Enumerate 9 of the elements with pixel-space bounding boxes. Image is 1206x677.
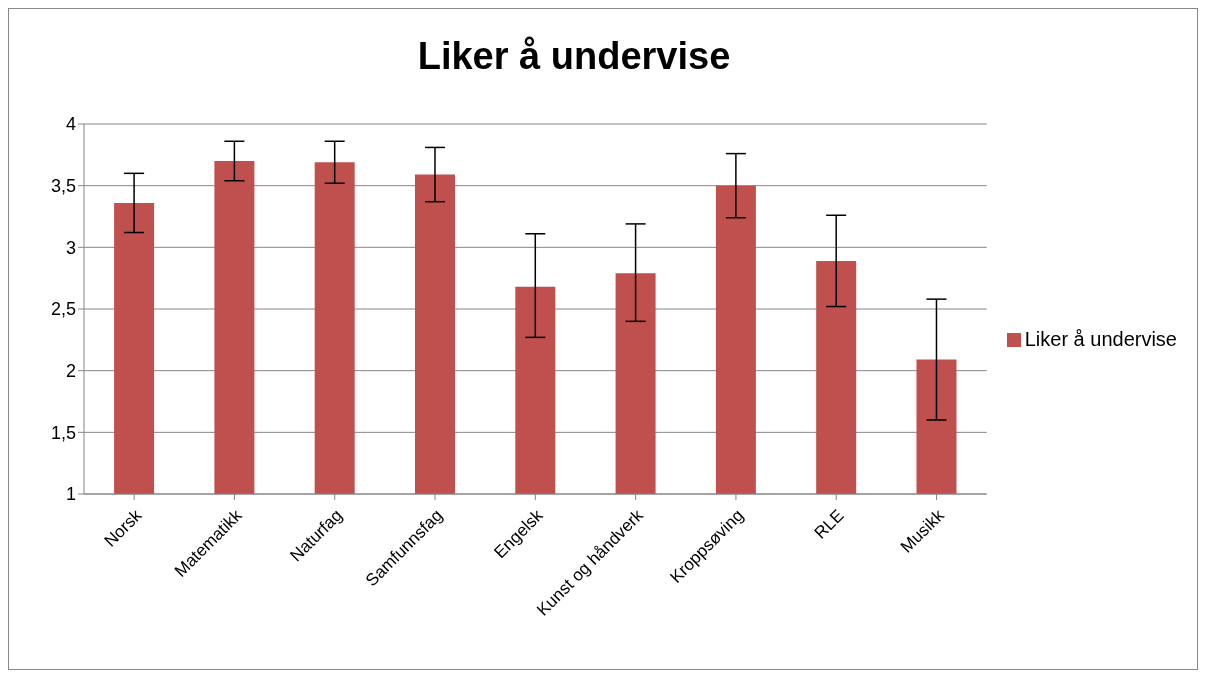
y-tick-label: 3,5 (50, 176, 76, 197)
legend-label: Liker å undervise (1024, 327, 1177, 350)
y-tick-label: 1,5 (50, 422, 76, 443)
y-tick-label: 2,5 (50, 299, 76, 320)
y-tick-label: 4 (65, 114, 76, 135)
y-tick-label: 1 (65, 484, 76, 505)
chart-title: Liker å undervise (416, 35, 732, 78)
y-tick-label: 2 (65, 361, 76, 382)
y-tick-label: 3 (65, 237, 76, 258)
